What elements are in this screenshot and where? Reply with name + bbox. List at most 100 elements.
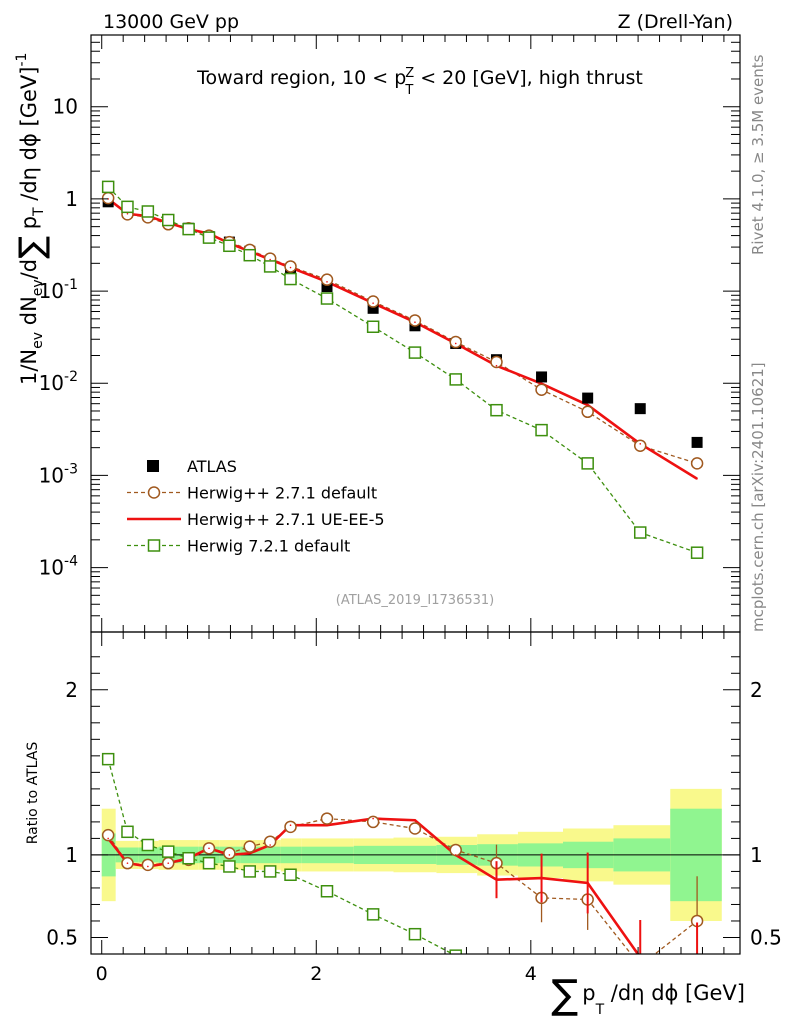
watermark: (ATLAS_2019_I1736531) — [336, 593, 494, 608]
legend-swatch-marker — [147, 539, 161, 552]
ratio-series-point — [243, 840, 257, 853]
ratio-y-tick-label: 0.5 — [46, 925, 78, 949]
svg-text:1/Nev dNev/d∑ pT /dη dϕ [GeV]: 1/Nev dNev/d∑ pT /dη dϕ [GeV]-1 — [12, 53, 52, 385]
ratio-series-point — [536, 977, 547, 988]
y-tick-label: 10-4 — [39, 554, 79, 580]
ratio-y-tick-label: 2 — [65, 678, 78, 702]
legend-label: Herwig 7.2.1 default — [187, 537, 350, 556]
ratio-series-point — [491, 970, 502, 981]
atlas-point — [582, 392, 594, 404]
ratio-series-point — [248, 852, 251, 855]
series-point — [581, 405, 594, 419]
legend-label: Herwig++ 2.7.1 default — [187, 484, 377, 503]
series-point — [372, 302, 374, 304]
series-point — [326, 281, 328, 283]
y-tick-label: 10-3 — [39, 461, 78, 487]
series-point — [639, 443, 642, 445]
ratio-series-point — [320, 885, 334, 898]
legend: ATLAS Herwig++ 2.7.1 default Herwig++ 2.7.… — [127, 457, 385, 556]
atlas-point — [367, 302, 379, 314]
series-point — [449, 373, 462, 386]
ratio-series-point — [243, 865, 257, 878]
ratio-series-point — [284, 820, 297, 834]
ratio-series-point — [540, 877, 543, 879]
series-point — [269, 258, 271, 261]
ratio-series-point — [161, 845, 175, 858]
ratio-y-tick-label-right: 0.5 — [750, 925, 782, 949]
ratio-series-line — [107, 758, 454, 954]
y-tick-label: 10-1 — [39, 277, 78, 303]
ratio-series-point — [586, 882, 589, 884]
mcplots-label: mcplots.cern.ch [arXiv:2401.10621] — [749, 362, 767, 632]
series-point — [141, 205, 155, 218]
ratio-series-point — [107, 837, 109, 840]
series-point — [414, 321, 416, 323]
series-point — [284, 272, 297, 286]
series-point — [320, 292, 334, 305]
series-point — [490, 403, 503, 417]
series-point — [690, 457, 704, 470]
ratio-series-point — [372, 817, 374, 820]
main-ylabel: 1/Nev dNev/d∑ pT /dη dϕ [GeV]-1 — [12, 53, 52, 385]
ratio-series-point — [101, 828, 115, 842]
series-point — [366, 295, 380, 308]
ratio-series-point — [167, 862, 170, 864]
x-axis-label: ∑ pT /dη dϕ [GeV] — [551, 972, 745, 1018]
y-tick-label: 10 — [53, 95, 78, 119]
series-point — [495, 364, 498, 367]
ratio-series-point — [263, 835, 277, 848]
series-point — [586, 404, 589, 406]
series-point — [289, 266, 292, 269]
series-point — [284, 260, 297, 273]
legend-swatch-atlas — [147, 460, 159, 472]
series-point — [202, 231, 216, 244]
ratio-series-point — [147, 865, 149, 868]
ratio-series-point — [202, 856, 216, 870]
ratio-series-point — [284, 868, 297, 881]
series-point — [696, 477, 698, 480]
ratio-series-point — [366, 908, 380, 921]
series-point — [633, 526, 647, 539]
legend-label: Herwig++ 2.7.1 UE-EE-5 — [187, 510, 385, 529]
series-point — [408, 314, 422, 327]
ratio-series-point — [182, 851, 195, 865]
x-tick-label: 4 — [525, 963, 537, 985]
main-title: Toward region, 10 < pTZ < 20 [GeV], high… — [196, 66, 643, 98]
ratio-series-point — [141, 858, 155, 872]
atlas-point — [691, 436, 703, 448]
header-right: Z (Drell-Yan) — [618, 11, 733, 33]
ratio-series-point — [289, 824, 292, 826]
series-point — [263, 260, 277, 273]
ratio-series-point — [408, 927, 422, 941]
ratio-frame — [90, 631, 741, 955]
ratio-series-point — [141, 838, 155, 852]
ratio-series-point — [696, 966, 698, 968]
series-line — [107, 197, 698, 480]
series-point — [633, 439, 647, 452]
ratio-y-tick-label-right: 2 — [750, 678, 763, 702]
series-point — [182, 222, 195, 236]
ratio-series-point — [366, 815, 380, 829]
ratio-series-point — [269, 844, 271, 846]
series-point — [366, 320, 380, 334]
series-point — [490, 355, 503, 369]
ratio-series-point — [208, 847, 210, 850]
ratio-series-point — [263, 865, 277, 878]
series-point — [449, 335, 462, 349]
ratio-ylabel: Ratio to ATLAS — [25, 742, 41, 845]
ratio-series-point — [414, 819, 416, 822]
series-point — [161, 213, 175, 227]
ratio-series-point — [408, 822, 422, 835]
y-tick-label: 1 — [65, 187, 78, 211]
ratio-series-point — [639, 957, 641, 959]
ratio-series-point — [454, 854, 457, 856]
ratio-series-point — [320, 812, 334, 825]
ratio-series-point — [223, 847, 236, 860]
series-point — [408, 346, 422, 359]
atlas-point — [536, 371, 548, 383]
ratio-series-point — [495, 878, 498, 881]
ratio-series-point — [121, 825, 134, 839]
series-point — [581, 457, 594, 470]
series-point — [243, 248, 257, 262]
